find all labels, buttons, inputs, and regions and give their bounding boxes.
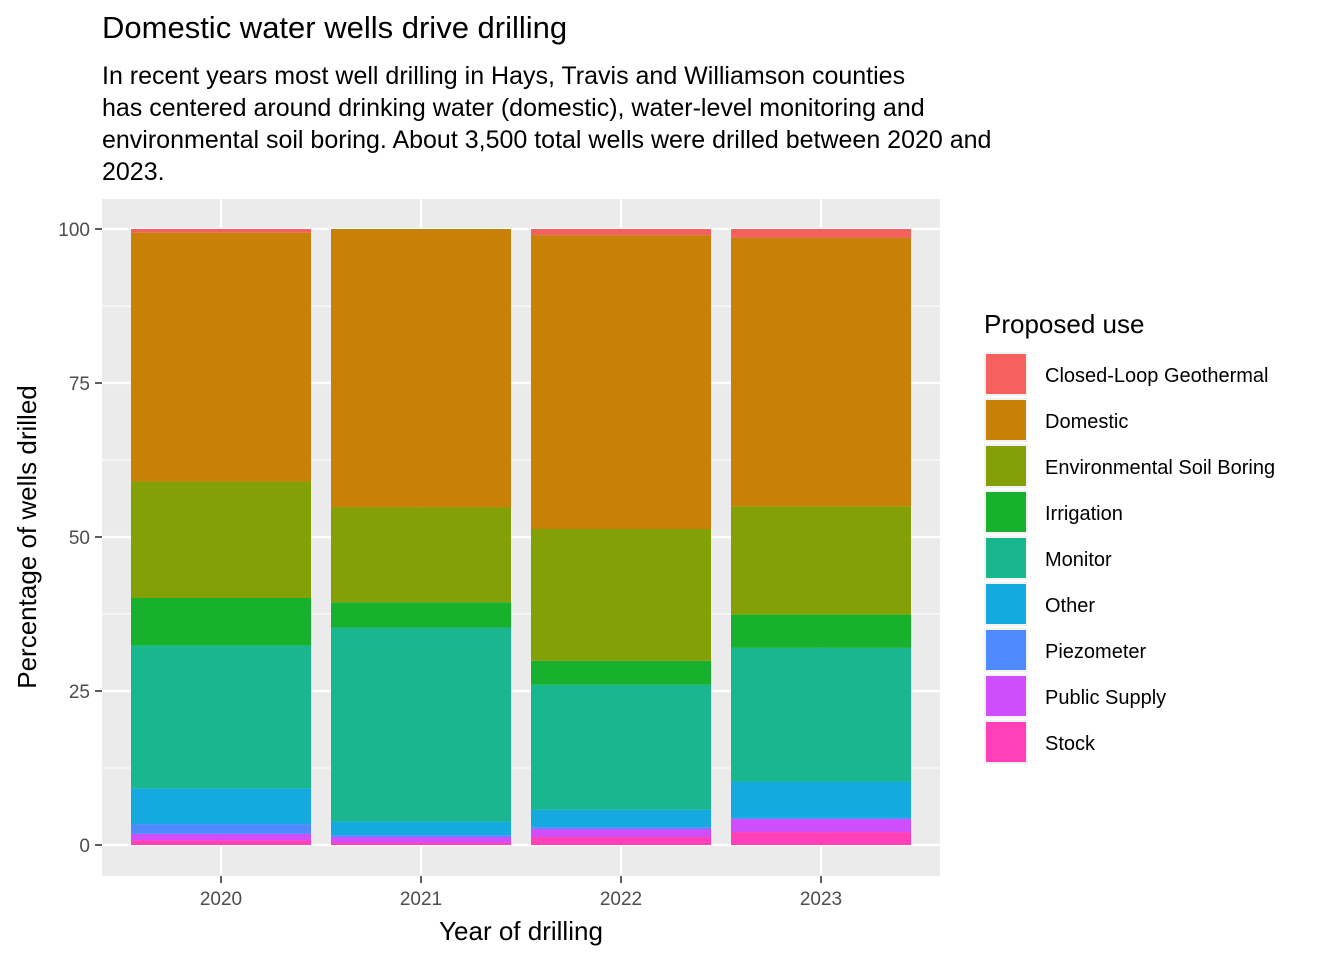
bar-segment (731, 781, 911, 818)
legend-item-label: Domestic (1045, 411, 1128, 433)
bar-segment (131, 840, 311, 845)
bar-segment (531, 229, 711, 236)
x-tick-label: 2023 (800, 889, 842, 910)
bar-segment (331, 229, 511, 508)
bar-segment (531, 827, 711, 829)
bar-segment (731, 506, 911, 615)
bar-segment (531, 660, 711, 685)
legend-item-label: Other (1045, 595, 1095, 617)
subtitle-line: 2023. (102, 158, 165, 186)
bar-segment (731, 819, 911, 833)
bar-segment (331, 602, 511, 628)
bar-segment (531, 828, 711, 837)
y-tick-label: 75 (69, 374, 90, 395)
legend-swatch (986, 538, 1026, 578)
bar-segment (131, 824, 311, 834)
y-tick-label: 0 (79, 836, 90, 857)
legend-swatch (986, 492, 1026, 532)
y-axis: 0 25 50 75 100 (58, 220, 102, 857)
bar-segment (131, 833, 311, 841)
subtitle-line: environmental soil boring. About 3,500 t… (102, 126, 992, 154)
y-tick-label: 50 (69, 528, 90, 549)
legend-swatch (986, 584, 1026, 624)
bar-segment (731, 229, 911, 238)
bar-segment (131, 229, 311, 233)
y-axis-title: Percentage of wells drilled (12, 385, 42, 689)
bar-segment (531, 809, 711, 828)
bars-layer (131, 229, 911, 845)
subtitle-line: has centered around drinking water (dome… (102, 94, 925, 122)
bar-segment (331, 836, 511, 843)
bar-segment (131, 481, 311, 598)
bar-segment (331, 821, 511, 836)
bar-segment (131, 232, 311, 482)
legend-swatch (986, 722, 1026, 762)
legend-swatch (986, 446, 1026, 486)
legend-item-label: Environmental Soil Boring (1045, 457, 1275, 479)
bar-segment (131, 597, 311, 646)
bar-segment (531, 235, 711, 529)
legend-item-label: Public Supply (1045, 687, 1166, 709)
x-axis-title: Year of drilling (439, 916, 603, 946)
chart-subtitle: In recent years most well drilling in Ha… (102, 60, 1182, 188)
subtitle-line: In recent years most well drilling in Ha… (102, 62, 906, 90)
bar-segment (331, 627, 511, 822)
chart-title: Domestic water wells drive drilling (102, 10, 568, 45)
legend-swatch (986, 354, 1026, 394)
legend-swatch (986, 630, 1026, 670)
x-axis: 2020 2021 2022 2023 (200, 876, 842, 910)
legend-item-label: Irrigation (1045, 503, 1123, 525)
x-tick-label: 2022 (600, 889, 642, 910)
bar-segment (331, 835, 511, 837)
bar-segment (131, 645, 311, 789)
bar-segment (731, 817, 911, 820)
bar-segment (331, 842, 511, 845)
y-tick-label: 100 (58, 220, 90, 241)
bar-segment (531, 836, 711, 845)
bar-segment (731, 614, 911, 648)
bar-segment (531, 684, 711, 810)
x-tick-label: 2021 (400, 889, 442, 910)
legend-title: Proposed use (984, 309, 1144, 339)
y-tick-label: 25 (69, 682, 90, 703)
bar-segment (331, 507, 511, 603)
legend-item-label: Stock (1045, 733, 1096, 755)
legend-item-label: Closed-Loop Geothermal (1045, 365, 1268, 387)
bar-segment (131, 788, 311, 825)
bar-segment (731, 647, 911, 782)
legend-item-label: Monitor (1045, 549, 1112, 571)
legend: Proposed use Closed-Loop Geothermal Domes… (984, 309, 1275, 764)
bar-segment (731, 237, 911, 507)
bar-segment (531, 528, 711, 661)
legend-swatch (986, 400, 1026, 440)
x-tick-label: 2020 (200, 889, 242, 910)
bar-segment (731, 832, 911, 845)
legend-item-label: Piezometer (1045, 641, 1146, 663)
legend-swatch (986, 676, 1026, 716)
